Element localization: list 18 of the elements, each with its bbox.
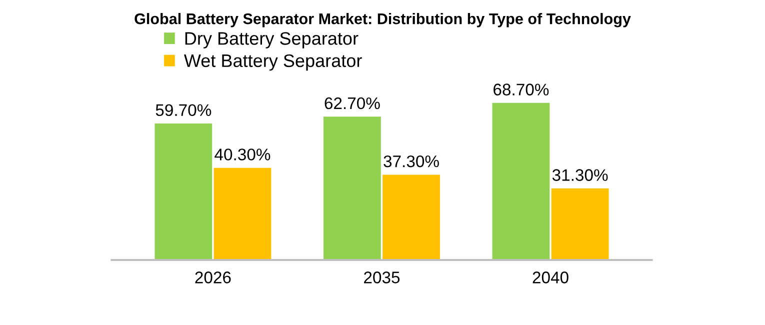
bar (551, 188, 609, 260)
data-label: 62.70% (324, 97, 380, 110)
x-tick-label: 2035 (364, 272, 400, 284)
data-label: 37.30% (384, 155, 439, 168)
data-label: 68.70% (494, 84, 549, 96)
chart-title: Global Battery Separator Market: Distribution by Type of Technology (134, 13, 631, 28)
data-label: 31.30% (552, 169, 608, 181)
bar (324, 116, 381, 260)
data-label: 59.70% (156, 104, 212, 116)
bar (492, 102, 550, 260)
x-tick-label: 2026 (195, 272, 231, 284)
bar (382, 174, 440, 260)
bar (214, 168, 272, 260)
x-tick-label: 2040 (532, 272, 568, 284)
bar (154, 123, 212, 260)
data-label: 40.30% (214, 148, 270, 160)
legend-label: Wet Battery Separator (184, 54, 362, 71)
legend-label: Dry Battery Separator (185, 32, 358, 48)
